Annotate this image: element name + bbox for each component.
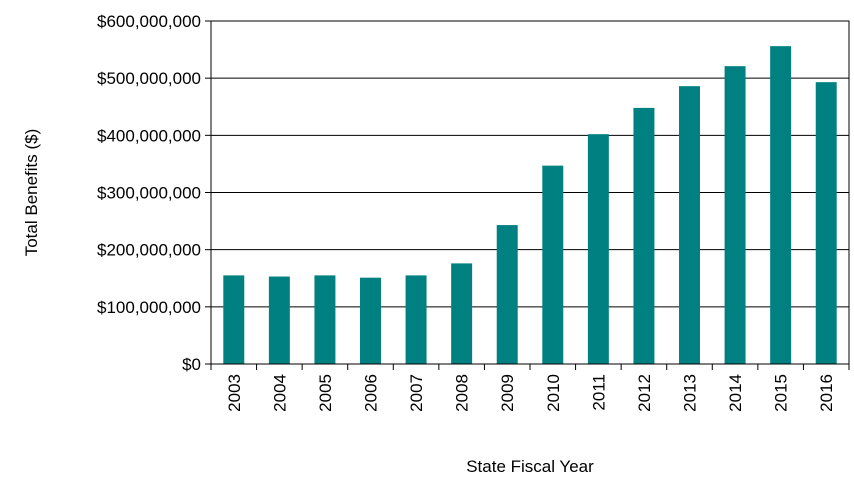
x-tick-label: 2016: [817, 374, 836, 412]
x-tick-label: 2015: [772, 374, 791, 412]
bar-2014: [724, 66, 746, 364]
gridlines: [211, 20, 849, 308]
bar-2007: [405, 275, 427, 364]
bar-2015: [770, 46, 792, 365]
x-tick-label: 2010: [544, 374, 563, 412]
x-tick-label: 2009: [498, 374, 517, 412]
y-tick-label: $600,000,000: [97, 12, 201, 31]
bar-2013: [679, 86, 700, 365]
y-tick-label: $500,000,000: [97, 69, 201, 88]
bar-2009: [496, 225, 518, 364]
x-tick-label: 2006: [362, 374, 381, 412]
y-tick-label: $0: [182, 355, 201, 374]
y-tick-label: $200,000,000: [97, 241, 201, 260]
x-tick-label: 2007: [407, 374, 426, 412]
x-axis-title: State Fiscal Year: [466, 457, 594, 476]
x-tick-label: 2011: [589, 374, 608, 411]
bar-2005: [314, 275, 336, 364]
bar-2004: [268, 276, 290, 364]
x-tick-label: 2012: [635, 374, 654, 412]
x-tick-label: 2008: [453, 374, 472, 412]
bars: [223, 46, 837, 365]
bar-2006: [360, 277, 381, 364]
y-axis-ticks: $0 $100,000,000 $200,000,000 $300,000,000 $4…: [97, 12, 211, 374]
y-axis-title: Total Benefits ($): [22, 129, 41, 257]
bar-2012: [633, 107, 655, 364]
y-tick-label: $300,000,000: [97, 184, 201, 203]
bar-2010: [542, 165, 564, 364]
x-tick-label: 2014: [726, 374, 745, 412]
bar-2003: [223, 275, 245, 364]
y-tick-label: $100,000,000: [97, 298, 201, 317]
bar-2011: [587, 134, 609, 364]
y-tick-label: $400,000,000: [97, 126, 201, 145]
x-tick-label: 2013: [681, 374, 700, 412]
bar-2016: [815, 82, 837, 364]
x-axis-ticks: 2003 2004 2005 2006 2007 2008 2009 2010 2011 2012…: [210, 364, 850, 412]
x-tick-label: 2004: [270, 374, 289, 412]
x-tick-label: 2003: [225, 374, 244, 412]
bar-2008: [451, 263, 473, 364]
x-tick-label: 2005: [316, 374, 335, 412]
